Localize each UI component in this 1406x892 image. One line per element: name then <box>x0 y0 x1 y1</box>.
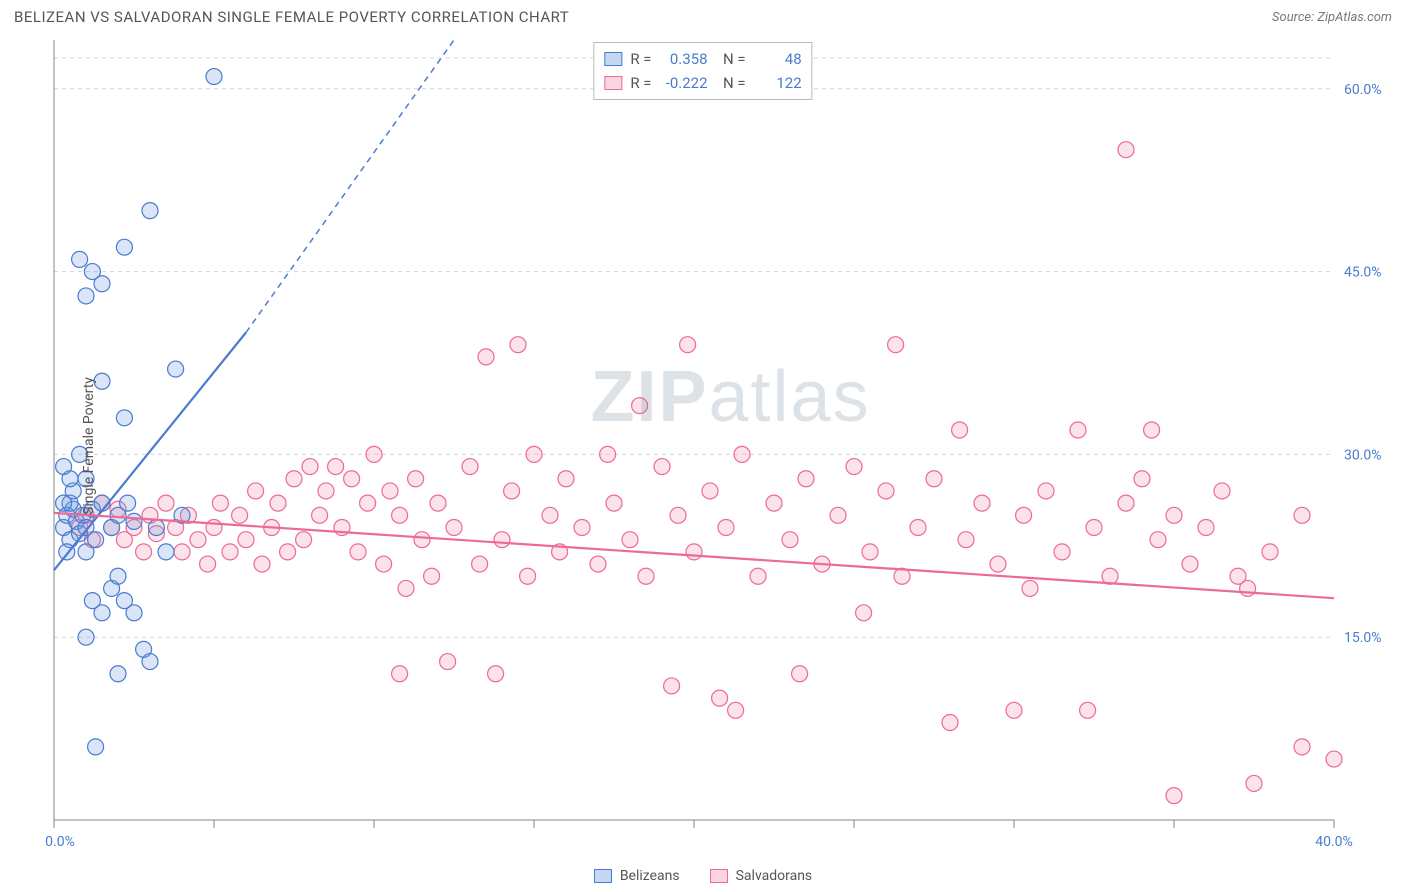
y-axis-label: Single Female Poverty <box>81 377 97 515</box>
n-label: N = <box>716 47 746 71</box>
chart-title: BELIZEAN VS SALVADORAN SINGLE FEMALE POV… <box>14 8 569 26</box>
r-value-1: -0.222 <box>660 71 708 95</box>
stats-row-0: R = 0.358 N = 48 <box>604 47 801 71</box>
svg-text:45.0%: 45.0% <box>1344 265 1382 281</box>
r-label: R = <box>630 71 651 95</box>
svg-text:15.0%: 15.0% <box>1344 630 1382 646</box>
scatter-chart: 15.0% 30.0% 45.0% 60.0% 0.0% 40.0% <box>14 40 1392 852</box>
stats-legend-box: R = 0.358 N = 48 R = -0.222 N = 122 <box>593 42 812 100</box>
n-value-0: 48 <box>754 47 802 71</box>
svg-text:40.0%: 40.0% <box>1315 834 1353 850</box>
chart-area: Single Female Poverty ZIPatlas 15.0%30.0… <box>14 40 1392 852</box>
r-value-0: 0.358 <box>660 47 708 71</box>
n-value-1: 122 <box>754 71 802 95</box>
swatch-belizeans <box>604 52 622 66</box>
legend-label-0: Belizeans <box>620 868 680 884</box>
svg-text:0.0%: 0.0% <box>45 834 75 850</box>
legend-label-1: Salvadorans <box>736 868 813 884</box>
legend-swatch-0 <box>594 869 612 883</box>
stats-row-1: R = -0.222 N = 122 <box>604 71 801 95</box>
swatch-salvadorans <box>604 76 622 90</box>
r-label: R = <box>630 47 651 71</box>
legend-bottom: Belizeans Salvadorans <box>0 868 1406 884</box>
source-label: Source: ZipAtlas.com <box>1272 10 1392 25</box>
svg-text:60.0%: 60.0% <box>1344 82 1382 98</box>
legend-swatch-1 <box>710 869 728 883</box>
legend-item-1: Salvadorans <box>710 868 813 884</box>
legend-item-0: Belizeans <box>594 868 680 884</box>
n-label: N = <box>716 71 746 95</box>
svg-text:30.0%: 30.0% <box>1344 447 1382 463</box>
